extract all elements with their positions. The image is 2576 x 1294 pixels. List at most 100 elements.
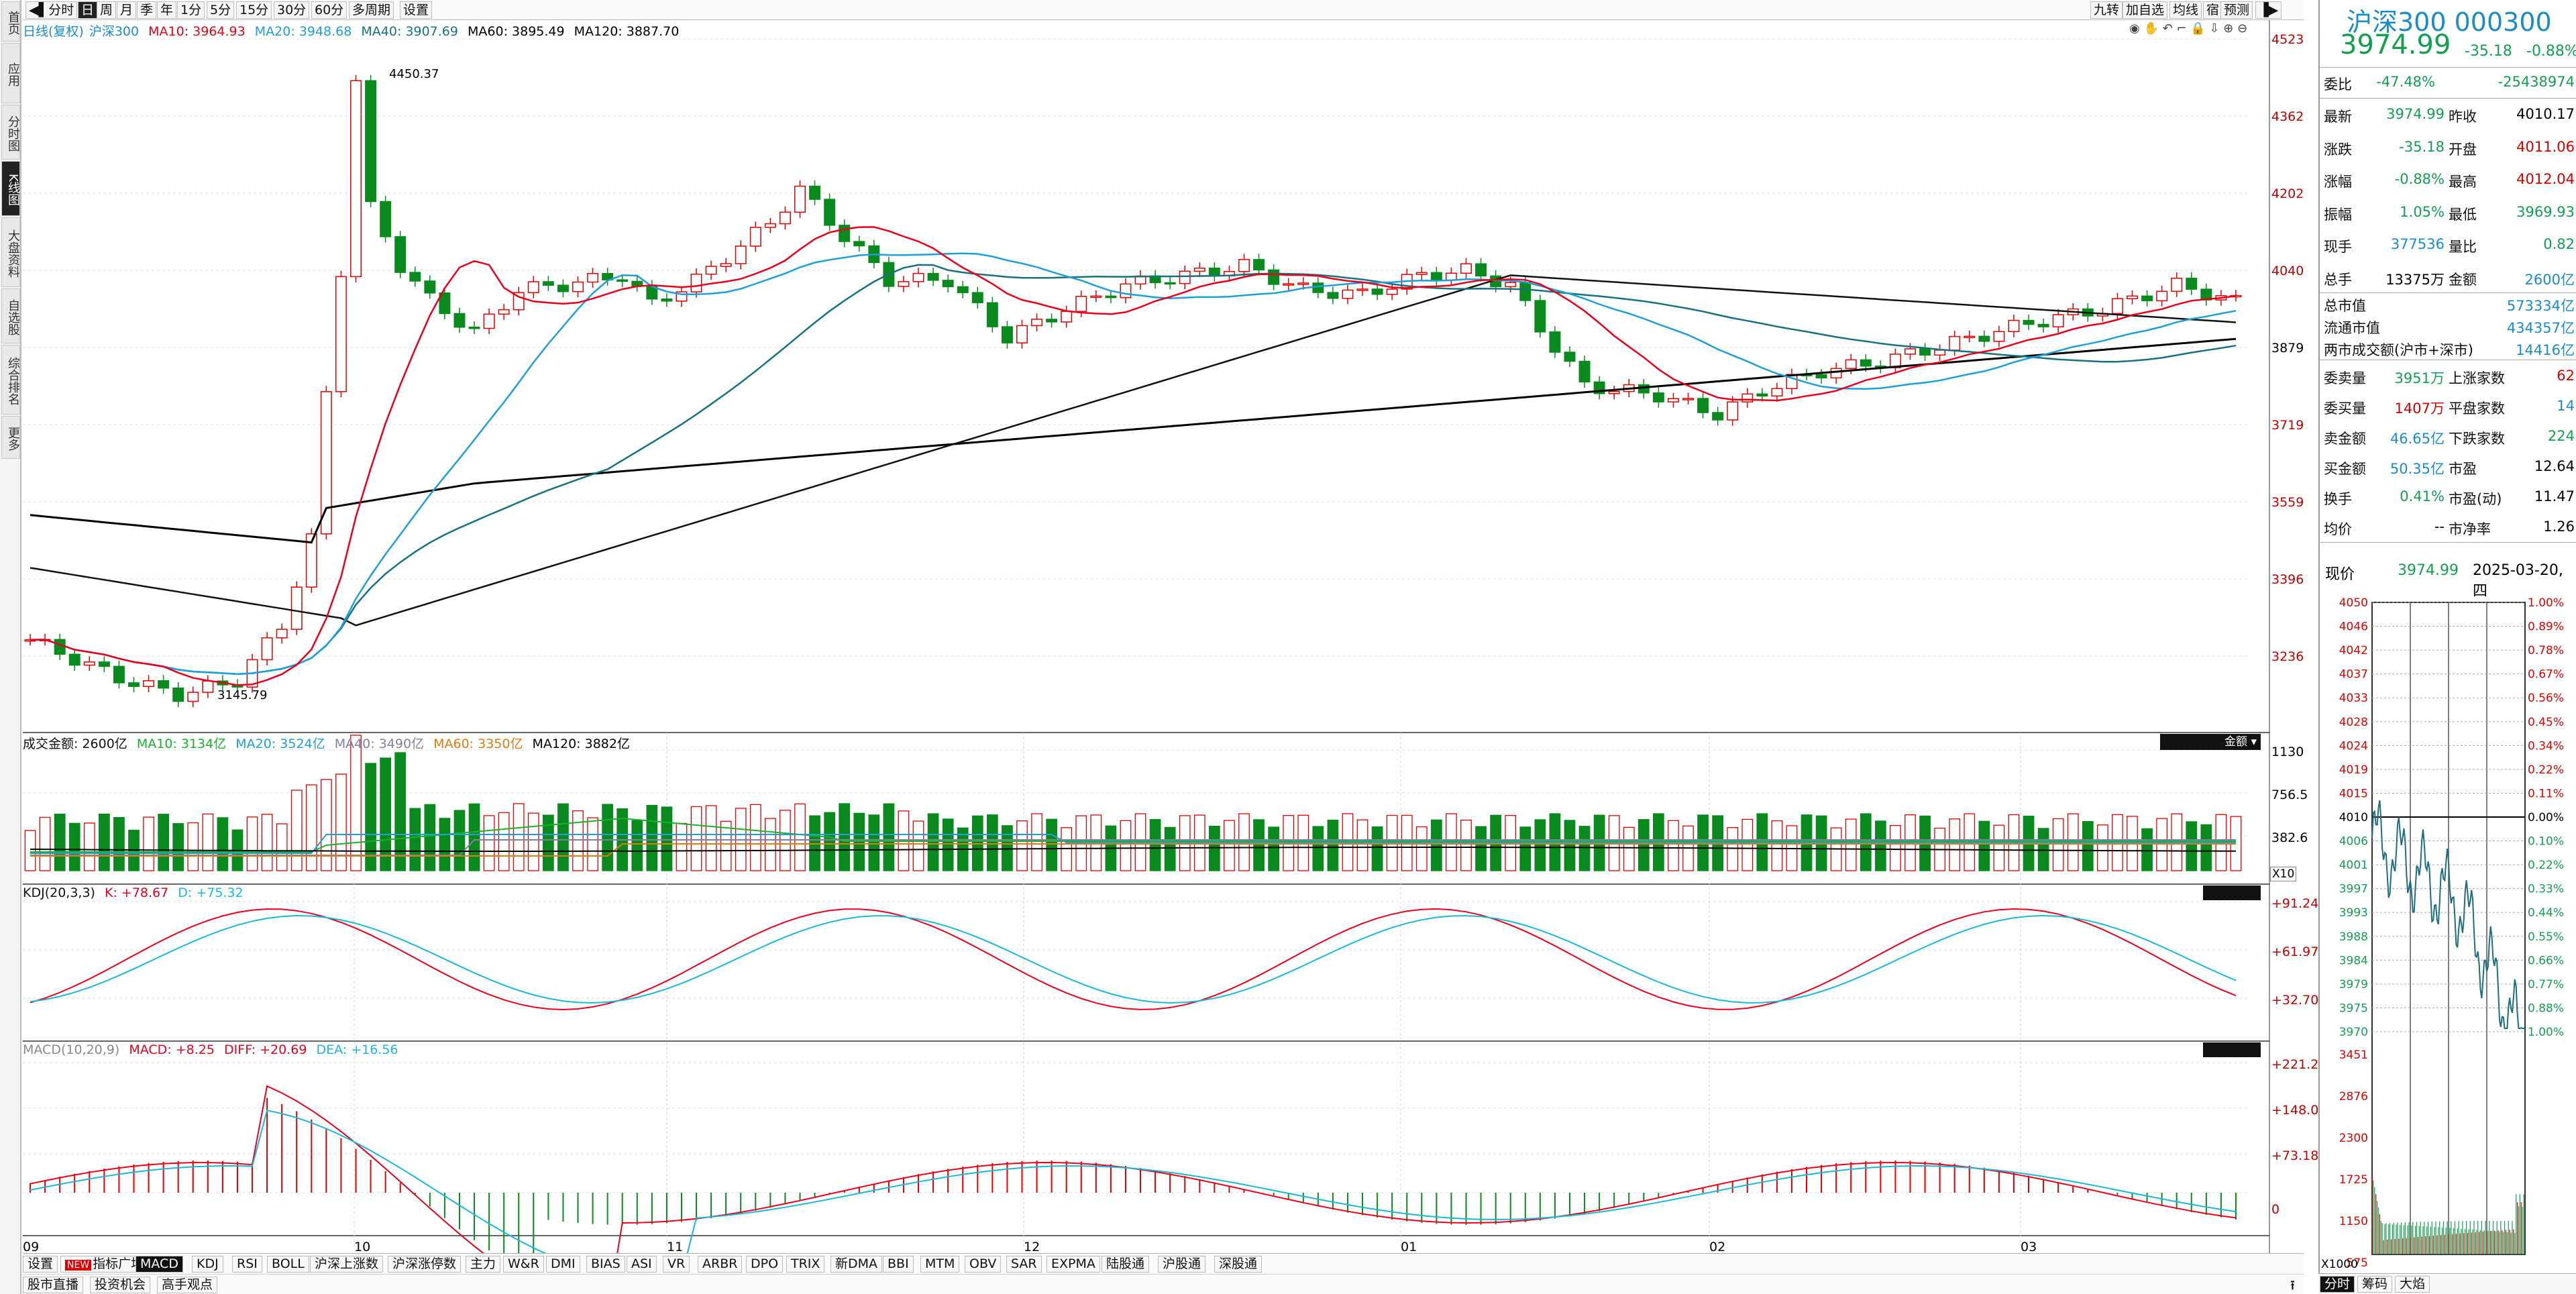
sidebar-item-more[interactable]: 更多 (1, 416, 20, 459)
indicator-tab[interactable]: EXPMA (1046, 1256, 1100, 1273)
period-1min[interactable]: 1分 (177, 1, 205, 19)
period-15min[interactable]: 15分 (236, 1, 272, 19)
nine-turn-button[interactable]: 九转 (2090, 1, 2123, 19)
night-button[interactable]: 宿 (2203, 1, 2223, 19)
period-multi[interactable]: 多周期 (349, 1, 394, 19)
period-60min[interactable]: 60分 (311, 1, 347, 19)
indicator-tab[interactable]: 沪深上涨数 (310, 1256, 384, 1273)
sidebar-item-watchlist[interactable]: 自选股 (1, 288, 20, 343)
volume-bar (1623, 826, 1635, 871)
period-settings[interactable]: 设置 (400, 1, 433, 19)
volume-bar (24, 830, 36, 871)
indicator-tab[interactable]: KDJ (192, 1256, 223, 1273)
intraday-mini-chart[interactable]: 4050 1.00% 4046 0.89% 4042 0.78% 4037 0.67% 4033… (2318, 589, 2576, 1273)
indicator-tab[interactable]: 沪股通 (1158, 1256, 1206, 1273)
sidebar-item-market-data[interactable]: 大盘资料 (1, 217, 20, 287)
quote-value: 4010.17 (2516, 106, 2575, 122)
period-week[interactable]: 周 (97, 1, 117, 19)
opportunities-link[interactable]: 投资机会 (90, 1277, 151, 1293)
indicator-tab[interactable]: ARBR (698, 1256, 743, 1273)
ma10-line (30, 226, 2237, 686)
sidebar-item-kline[interactable]: K线图 (1, 161, 20, 216)
zoom-out-icon[interactable]: ⊖ (2237, 21, 2248, 36)
indicator-tab[interactable]: DMI (546, 1256, 580, 1273)
indicator-tab[interactable]: BOLL (267, 1256, 309, 1273)
sidebar-item-home[interactable]: 首页 (1, 1, 20, 42)
hand-icon[interactable]: ✋ (2143, 21, 2159, 36)
volume-bar (1224, 820, 1235, 871)
indicator-tab[interactable]: SAR (1006, 1256, 1042, 1273)
indicator-tab[interactable]: TRIX (786, 1256, 825, 1273)
candle-body (1090, 295, 1102, 299)
indicator-tab[interactable]: MACD (136, 1256, 183, 1273)
zoom-in-icon[interactable]: ⊕ (2223, 21, 2234, 36)
candle-body (2111, 298, 2123, 315)
collapse-button[interactable]: ▐▶ (2255, 1, 2282, 19)
indicator-tab[interactable]: 沪深涨停数 (388, 1256, 462, 1273)
volume-bar (1046, 818, 1058, 871)
kline-chart-svg[interactable] (23, 20, 2270, 1254)
candle-body (380, 201, 392, 237)
indicator-tab[interactable]: 深股通 (1214, 1256, 1263, 1273)
stat-value: 46.65亿 (2390, 431, 2445, 447)
pin-icon[interactable]: ⭱ (2290, 1277, 2295, 1293)
eye-icon[interactable]: ◉ (2129, 21, 2140, 36)
collapse-right-icon: ▐▶ (2259, 3, 2279, 17)
indicator-tab[interactable]: DPO (746, 1256, 784, 1273)
indicator-tab[interactable]: OBV (965, 1256, 1002, 1273)
tab-chips[interactable]: 筹码 (2357, 1276, 2393, 1293)
down-arrow-icon[interactable]: ⇩ (2209, 21, 2220, 36)
period-quarter[interactable]: 季 (137, 1, 157, 19)
ma-button[interactable]: 均线 (2169, 1, 2202, 19)
indicator-tab[interactable]: NEW 指标广场 (60, 1256, 149, 1273)
tab-intraday[interactable]: 分时 (2320, 1276, 2355, 1293)
indicator-tab[interactable]: BIAS (586, 1256, 625, 1273)
period-intraday[interactable]: ◀▌分时 (25, 1, 78, 19)
bottom-links: 股市直播 投资机会 高手观点 ⭱ (23, 1274, 2304, 1294)
volume-type-select[interactable]: 金额 ▾ (2160, 734, 2261, 750)
macd-selector[interactable] (2203, 1042, 2261, 1057)
indicator-tab[interactable]: 设置 (23, 1256, 58, 1273)
mini-price-label: 3993 (2339, 906, 2368, 920)
candle-body (1001, 326, 1013, 343)
indicator-tab[interactable]: 陆股通 (1102, 1256, 1150, 1273)
mini-pct-label: 0.88% (2528, 1002, 2564, 1015)
indicator-tab[interactable]: RSI (232, 1256, 262, 1273)
intraday-mini-svg[interactable]: 4050 1.00% 4046 0.89% 4042 0.78% 4037 0.67% 4033… (2318, 589, 2576, 1273)
indicator-tab[interactable]: 主力 (466, 1256, 501, 1273)
live-stream-link[interactable]: 股市直播 (23, 1277, 84, 1293)
mini-pct-label: 0.44% (2528, 906, 2564, 920)
candle-body (1652, 392, 1664, 402)
undo-icon[interactable]: ↶ (2162, 21, 2173, 36)
volume-bar (1268, 826, 1280, 871)
indicator-tab[interactable]: MTM (920, 1256, 960, 1273)
add-watchlist-button[interactable]: 加自选 (2123, 1, 2168, 19)
sidebar-item-apps[interactable]: 应用 (1, 43, 20, 103)
kdj-selector[interactable] (2203, 885, 2261, 900)
candle-body (1919, 348, 1931, 356)
indicator-tab[interactable]: BBI (883, 1256, 914, 1273)
candle-body (1712, 412, 1724, 421)
forecast-button[interactable]: 预测 (2220, 1, 2253, 19)
sidebar-item-timeshare[interactable]: 分时图 (1, 105, 20, 160)
current-price: 3974.99 (2340, 30, 2451, 60)
period-30min[interactable]: 30分 (274, 1, 310, 19)
period-5min[interactable]: 5分 (207, 1, 235, 19)
kline-chart-area[interactable]: 日线(复权) 沪深300 MA10: 3964.93 MA20: 3948.68 … (23, 20, 2318, 1254)
period-month[interactable]: 月 (117, 1, 137, 19)
lock-icon[interactable]: 🔒 (2190, 21, 2206, 36)
quote-label: 量比 (2449, 239, 2477, 255)
volume-bar (927, 813, 939, 871)
candle-body (439, 292, 451, 315)
indicator-tab[interactable]: VR (663, 1256, 690, 1273)
dropdown-icon: ▾ (2251, 735, 2257, 749)
period-day[interactable]: 日 (78, 1, 98, 19)
indicator-tab[interactable]: 新DMA (830, 1256, 883, 1273)
sidebar-item-ranking[interactable]: 综合排名 (1, 345, 20, 415)
expert-views-link[interactable]: 高手观点 (157, 1277, 218, 1293)
indicator-tab[interactable]: W&R (503, 1256, 544, 1273)
redo-icon[interactable]: ⌐ (2176, 21, 2187, 36)
period-year[interactable]: 年 (157, 1, 177, 19)
tab-flame[interactable]: 大焰 (2395, 1276, 2430, 1293)
indicator-tab[interactable]: ASI (627, 1256, 657, 1273)
